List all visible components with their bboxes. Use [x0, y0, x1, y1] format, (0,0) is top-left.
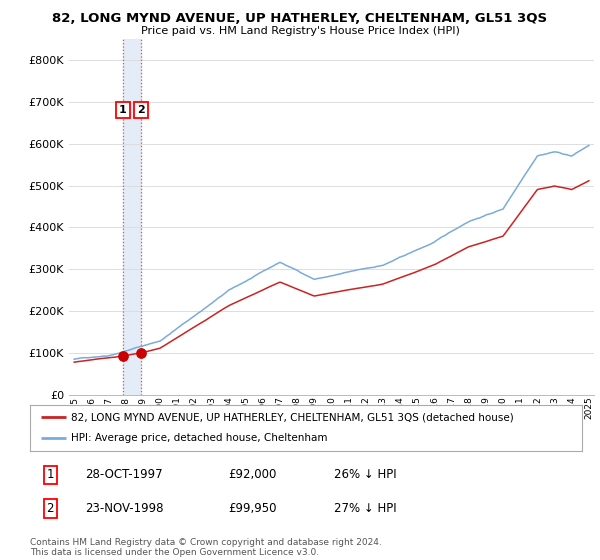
Text: HPI: Average price, detached house, Cheltenham: HPI: Average price, detached house, Chel…: [71, 433, 328, 444]
Text: 82, LONG MYND AVENUE, UP HATHERLEY, CHELTENHAM, GL51 3QS: 82, LONG MYND AVENUE, UP HATHERLEY, CHEL…: [52, 12, 548, 25]
Text: 27% ↓ HPI: 27% ↓ HPI: [334, 502, 396, 515]
Text: 2: 2: [47, 502, 54, 515]
Text: 1: 1: [47, 469, 54, 482]
Text: 2: 2: [137, 105, 145, 115]
Text: £99,950: £99,950: [229, 502, 277, 515]
Text: 1: 1: [119, 105, 127, 115]
Text: 23-NOV-1998: 23-NOV-1998: [85, 502, 164, 515]
Text: 26% ↓ HPI: 26% ↓ HPI: [334, 469, 396, 482]
Text: 82, LONG MYND AVENUE, UP HATHERLEY, CHELTENHAM, GL51 3QS (detached house): 82, LONG MYND AVENUE, UP HATHERLEY, CHEL…: [71, 412, 514, 422]
Text: 28-OCT-1997: 28-OCT-1997: [85, 469, 163, 482]
Point: [136, 348, 146, 357]
Bar: [123, 39, 141, 395]
Text: Contains HM Land Registry data © Crown copyright and database right 2024.
This d: Contains HM Land Registry data © Crown c…: [30, 538, 382, 557]
Text: £92,000: £92,000: [229, 469, 277, 482]
Text: Price paid vs. HM Land Registry's House Price Index (HPI): Price paid vs. HM Land Registry's House …: [140, 26, 460, 36]
Point: [118, 352, 128, 361]
